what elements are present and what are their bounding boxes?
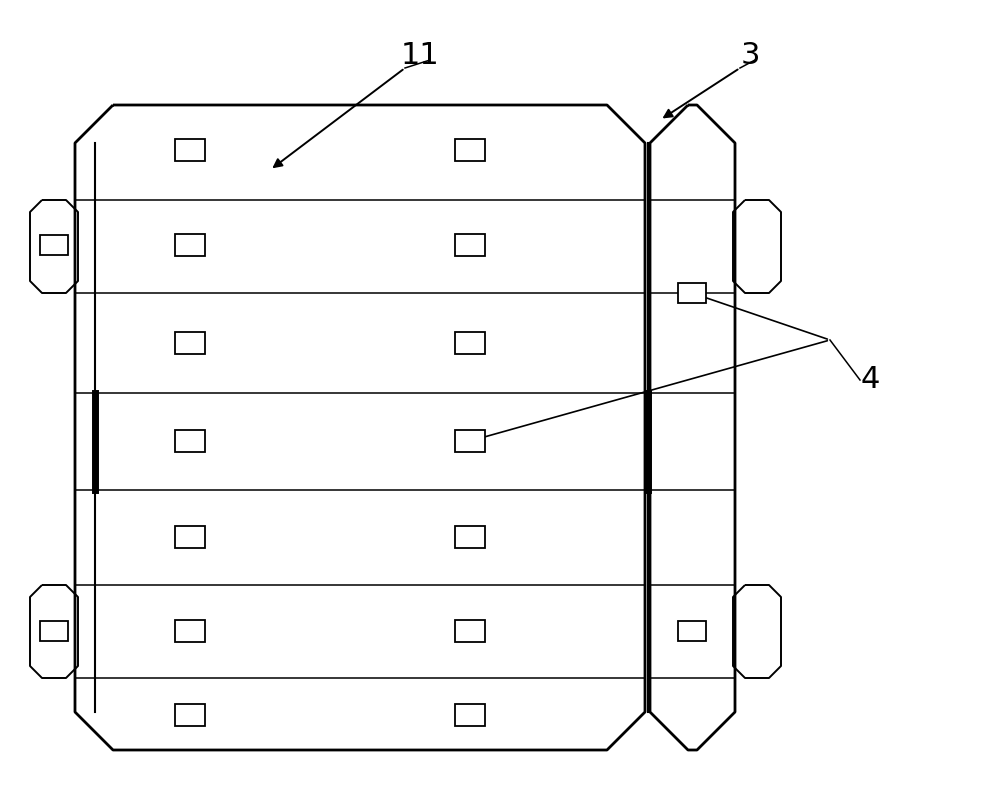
Bar — [175, 526, 205, 548]
Bar — [175, 704, 205, 726]
Bar — [678, 283, 706, 303]
Bar — [175, 332, 205, 354]
Bar — [455, 526, 485, 548]
Bar — [175, 234, 205, 256]
Bar — [40, 235, 68, 255]
Bar — [455, 332, 485, 354]
Text: 4: 4 — [860, 366, 880, 394]
Bar — [40, 621, 68, 641]
Bar — [455, 620, 485, 642]
Text: 3: 3 — [740, 41, 760, 70]
Bar — [455, 430, 485, 452]
Bar — [455, 234, 485, 256]
Bar — [678, 621, 706, 641]
Bar — [175, 139, 205, 161]
Text: 11: 11 — [401, 41, 439, 70]
Bar — [175, 620, 205, 642]
Bar — [455, 704, 485, 726]
Bar — [175, 430, 205, 452]
Bar — [455, 139, 485, 161]
